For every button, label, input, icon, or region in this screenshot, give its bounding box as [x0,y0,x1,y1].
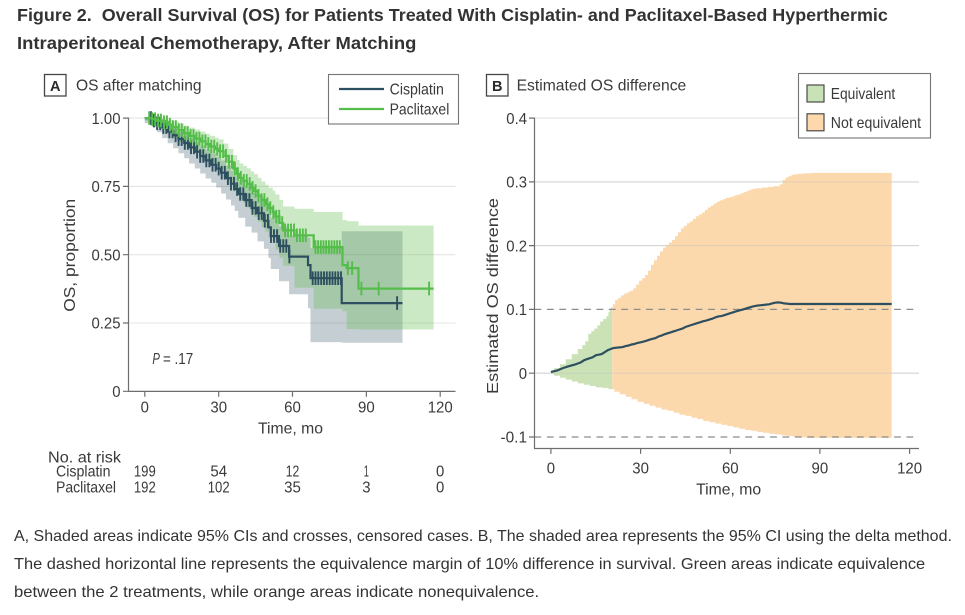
svg-text:0.4: 0.4 [506,111,527,128]
svg-text:54: 54 [210,463,227,480]
svg-text:A: A [50,78,61,95]
svg-text:0.25: 0.25 [92,316,121,333]
svg-text:Estimated OS difference: Estimated OS difference [517,77,687,94]
svg-text:0.2: 0.2 [506,238,527,255]
svg-text:12: 12 [286,463,300,480]
svg-text:0.50: 0.50 [92,247,121,264]
svg-text:0: 0 [547,461,555,478]
svg-text:0: 0 [519,366,527,383]
svg-text:= .17: = .17 [163,351,193,368]
svg-text:Paclitaxel: Paclitaxel [56,480,116,497]
svg-text:1.00: 1.00 [92,111,121,128]
svg-text:No. at risk: No. at risk [48,449,121,466]
svg-text:0: 0 [141,400,149,417]
svg-text:Cisplatin: Cisplatin [56,463,111,480]
svg-text:0: 0 [436,463,444,480]
svg-text:OS after matching: OS after matching [76,77,202,94]
svg-text:Estimated OS difference: Estimated OS difference [485,198,502,394]
svg-text:90: 90 [358,400,375,417]
svg-text:0.75: 0.75 [92,179,121,196]
svg-text:Cisplatin: Cisplatin [390,81,444,98]
svg-text:Not equivalent: Not equivalent [831,115,922,132]
svg-text:0.3: 0.3 [506,175,527,192]
svg-text:120: 120 [428,400,453,417]
svg-text:30: 30 [632,461,649,478]
svg-text:0: 0 [112,384,120,401]
svg-text:0: 0 [436,480,444,497]
svg-text:90: 90 [812,461,829,478]
svg-text:Time, mo: Time, mo [696,482,761,499]
svg-text:30: 30 [210,400,227,417]
svg-text:199: 199 [134,463,156,480]
svg-text:Time, mo: Time, mo [258,421,323,438]
svg-text:B: B [492,78,503,95]
svg-text:60: 60 [722,461,739,478]
svg-text:192: 192 [134,480,156,497]
svg-text:1: 1 [364,463,369,480]
svg-text:0.1: 0.1 [506,302,527,319]
svg-text:3: 3 [362,480,370,497]
svg-text:60: 60 [284,400,301,417]
svg-text:102: 102 [208,480,230,497]
svg-text:P: P [152,351,160,368]
svg-text:35: 35 [284,480,301,497]
svg-text:OS, proportion: OS, proportion [62,199,79,312]
svg-text:-0.1: -0.1 [501,430,528,447]
svg-text:Equivalent: Equivalent [831,86,896,103]
svg-text:120: 120 [897,461,922,478]
svg-text:Paclitaxel: Paclitaxel [390,101,450,118]
